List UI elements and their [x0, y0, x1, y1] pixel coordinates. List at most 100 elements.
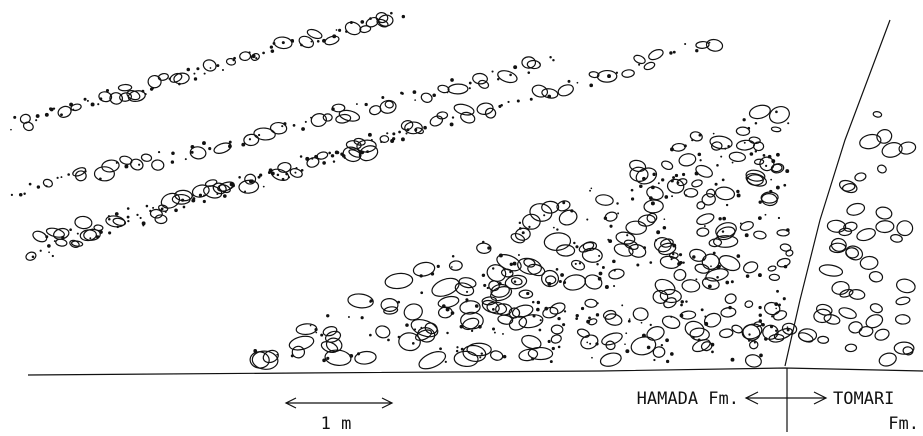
grain: [513, 65, 518, 70]
pebble: [19, 113, 31, 124]
pebble: [486, 301, 508, 315]
pebble: [602, 309, 617, 320]
pebble: [890, 233, 903, 243]
pebble: [358, 145, 379, 162]
grain: [531, 300, 535, 304]
grain: [680, 300, 684, 304]
grain: [617, 212, 620, 215]
grain: [193, 72, 196, 75]
pebble: [652, 289, 669, 304]
grain: [483, 283, 487, 287]
pebble: [615, 231, 636, 245]
pebble: [768, 333, 785, 343]
grain: [445, 307, 450, 312]
grain: [127, 219, 130, 223]
pebble: [119, 92, 133, 102]
grain: [754, 150, 758, 153]
pebble: [724, 293, 737, 305]
grain: [702, 258, 706, 261]
grain: [674, 173, 679, 178]
pebble: [753, 230, 767, 240]
grain: [138, 163, 141, 166]
grain: [502, 354, 507, 359]
pebble: [646, 326, 665, 341]
grain: [124, 164, 129, 169]
pebble: [869, 303, 883, 314]
grain: [145, 204, 149, 208]
grain: [99, 230, 103, 234]
grain: [730, 357, 735, 362]
grain: [563, 310, 567, 313]
grain: [257, 175, 261, 179]
pebble: [696, 201, 706, 210]
grain: [349, 353, 354, 358]
grain: [436, 264, 440, 268]
pebble: [625, 220, 647, 235]
grain: [509, 73, 512, 77]
grain: [157, 150, 161, 154]
grain: [748, 333, 751, 336]
grain: [650, 185, 655, 190]
grain: [136, 213, 139, 216]
pebble: [700, 341, 713, 352]
grain: [276, 173, 280, 177]
grain: [449, 122, 454, 127]
grain: [13, 115, 17, 119]
grain: [392, 132, 396, 136]
grain: [222, 194, 227, 198]
grain: [557, 316, 561, 321]
pebble: [695, 40, 710, 49]
grain: [691, 138, 694, 142]
grain: [414, 99, 417, 101]
pebble: [550, 324, 564, 335]
grain: [456, 346, 459, 349]
pebble: [681, 279, 701, 293]
pebble: [481, 299, 500, 314]
grain: [771, 315, 774, 318]
grain: [725, 203, 729, 207]
pebble: [893, 341, 915, 355]
pebble: [556, 200, 571, 212]
pebble: [678, 153, 697, 167]
pebble: [526, 59, 541, 70]
pebble: [379, 135, 390, 143]
pebble: [521, 334, 542, 350]
pebble: [295, 323, 318, 336]
grain: [390, 11, 393, 15]
grain: [170, 160, 175, 164]
grain: [716, 265, 721, 270]
grain: [174, 208, 178, 213]
pebble: [621, 69, 635, 78]
grain: [184, 158, 187, 161]
grain: [699, 159, 702, 162]
grain: [758, 305, 762, 310]
grain: [455, 349, 459, 353]
pebble: [218, 184, 231, 194]
pebble: [429, 115, 444, 127]
pebble: [225, 57, 237, 66]
grain: [549, 360, 553, 364]
pebble: [831, 280, 850, 295]
pebble: [705, 188, 716, 198]
grain: [782, 297, 786, 301]
pebble: [306, 28, 323, 40]
pebble: [379, 99, 397, 114]
grain: [432, 93, 436, 98]
pebble: [527, 346, 554, 361]
grain: [786, 326, 789, 328]
grain: [679, 261, 683, 265]
grain: [451, 266, 453, 268]
grain: [519, 227, 522, 230]
grain: [672, 50, 676, 54]
grain: [512, 261, 517, 266]
grain: [229, 182, 234, 187]
pebble: [154, 214, 168, 225]
grain: [332, 34, 337, 39]
grain: [67, 173, 70, 176]
grain: [238, 176, 241, 179]
grain: [492, 327, 496, 331]
pebble: [191, 184, 210, 198]
grain: [776, 289, 779, 293]
pebble: [310, 113, 327, 128]
